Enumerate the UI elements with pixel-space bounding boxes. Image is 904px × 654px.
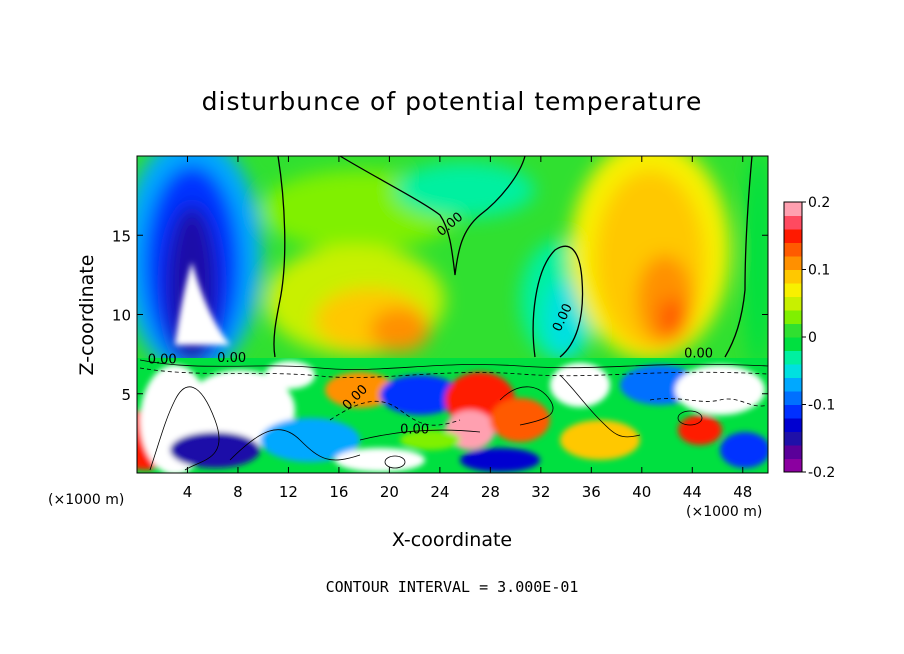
colorbar-tick-label: 0.2 xyxy=(808,195,830,211)
colorbar-segment xyxy=(784,364,802,378)
heatmap-field xyxy=(137,155,768,473)
colorbar-segment xyxy=(784,431,802,446)
x-tick-label: 12 xyxy=(279,483,298,501)
x-unit-right: (×1000 m) xyxy=(686,504,762,520)
colorbar-segment xyxy=(784,256,802,270)
contour-label: 0.00 xyxy=(148,353,177,368)
x-axis-ticks: 4 8 12 16 20 24 28 32 36 40 44 48 xyxy=(183,156,752,501)
colorbar-segment xyxy=(784,310,802,324)
colorbar-segment xyxy=(784,458,802,473)
contour-label: 0.00 xyxy=(217,351,246,366)
x-tick-label: 16 xyxy=(329,483,348,501)
y-tick-label: 10 xyxy=(112,307,131,325)
colorbar-segment xyxy=(784,283,802,297)
colorbar-ticks: 0.2 0.1 0 -0.1 -0.2 xyxy=(802,195,835,481)
colorbar-segment xyxy=(784,404,802,419)
colorbar-segment xyxy=(784,391,802,405)
x-unit-left: (×1000 m) xyxy=(48,492,124,508)
colorbar-segment xyxy=(784,337,802,351)
colorbar-tick-label: 0 xyxy=(808,330,817,346)
x-tick-label: 8 xyxy=(233,483,243,501)
x-tick-label: 40 xyxy=(632,483,651,501)
colorbar xyxy=(784,202,802,473)
colorbar-segment xyxy=(784,229,802,243)
colorbar-segment xyxy=(784,242,802,257)
x-tick-label: 32 xyxy=(531,483,550,501)
x-tick-label: 28 xyxy=(481,483,500,501)
y-axis-label: Z-coordinate xyxy=(76,255,98,376)
colorbar-segment xyxy=(784,296,802,311)
x-tick-label: 20 xyxy=(380,483,399,501)
x-tick-label: 44 xyxy=(683,483,702,501)
colorbar-segment xyxy=(784,418,802,432)
contour-label: 0.00 xyxy=(684,346,713,361)
x-tick-label: 48 xyxy=(733,483,752,501)
x-axis-label: X-coordinate xyxy=(392,529,512,551)
colorbar-segment xyxy=(784,445,802,459)
y-tick-label: 5 xyxy=(121,386,131,404)
chart-title: disturbunce of potential temperature xyxy=(202,87,703,116)
x-tick-label: 24 xyxy=(430,483,449,501)
colorbar-segment xyxy=(784,350,802,365)
colorbar-segment xyxy=(784,323,802,338)
y-tick-label: 15 xyxy=(112,227,131,245)
contour-label: 0.00 xyxy=(400,422,429,437)
colorbar-segment xyxy=(784,269,802,284)
x-tick-label: 4 xyxy=(183,483,193,501)
x-tick-label: 36 xyxy=(582,483,601,501)
colorbar-segment xyxy=(784,215,802,230)
colorbar-tick-label: -0.1 xyxy=(808,398,835,414)
contour-interval-note: CONTOUR INTERVAL = 3.000E-01 xyxy=(326,578,579,596)
colorbar-tick-label: 0.1 xyxy=(808,263,830,279)
colorbar-segment xyxy=(784,202,802,216)
colorbar-tick-label: -0.2 xyxy=(808,465,835,481)
colorbar-segment xyxy=(784,377,802,392)
y-axis-ticks: 5 10 15 xyxy=(112,227,768,404)
